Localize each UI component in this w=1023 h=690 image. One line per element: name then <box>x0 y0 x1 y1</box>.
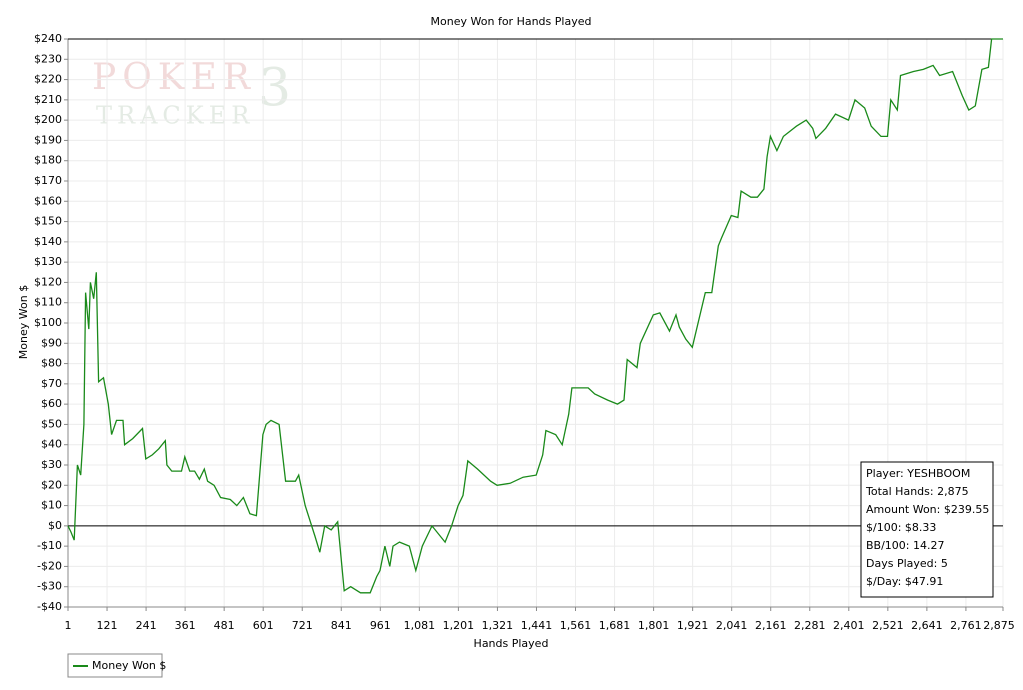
y-tick-label: $120 <box>34 275 62 288</box>
y-tick-label: $40 <box>41 438 62 451</box>
x-tick-label: 1 <box>65 619 72 632</box>
x-tick-label: 2,401 <box>833 619 865 632</box>
watermark: POKER <box>92 57 256 98</box>
x-tick-label: 2,521 <box>872 619 904 632</box>
chart-title: Money Won for Hands Played <box>431 15 592 28</box>
legend-box <box>67 653 163 678</box>
x-tick-label: 961 <box>370 619 391 632</box>
x-tick-label: 2,875 <box>983 619 1015 632</box>
stats-line: Amount Won: $239.55 <box>866 503 989 516</box>
stats-line: Player: YESHBOOM <box>866 467 970 480</box>
x-tick-label: 1,081 <box>404 619 436 632</box>
y-tick-label: $130 <box>34 255 62 268</box>
y-tick-label: -$30 <box>37 580 62 593</box>
x-tick-label: 2,161 <box>755 619 787 632</box>
y-tick-label: $180 <box>34 154 62 167</box>
x-tick-label: 241 <box>136 619 157 632</box>
y-tick-label: $210 <box>34 93 62 106</box>
stats-line: BB/100: 14.27 <box>866 539 945 552</box>
x-tick-label: 1,801 <box>638 619 670 632</box>
y-tick-label: $0 <box>48 519 62 532</box>
y-tick-label: $150 <box>34 215 62 228</box>
x-tick-label: 361 <box>175 619 196 632</box>
x-tick-label: 2,041 <box>716 619 748 632</box>
y-tick-label: $220 <box>34 73 62 86</box>
x-tick-label: 2,761 <box>950 619 982 632</box>
stats-line: Days Played: 5 <box>866 557 948 570</box>
y-axis-title: Money Won $ <box>17 285 30 359</box>
y-tick-label: $60 <box>41 397 62 410</box>
watermark: TRACKER <box>96 102 254 130</box>
x-tick-label: 121 <box>97 619 118 632</box>
legend-label: Money Won $ <box>92 659 166 672</box>
y-tick-label: $10 <box>41 499 62 512</box>
x-tick-label: 1,321 <box>482 619 514 632</box>
y-tick-label: $230 <box>34 52 62 65</box>
y-tick-label: -$10 <box>37 539 62 552</box>
y-tick-label: $200 <box>34 113 62 126</box>
y-tick-label: -$20 <box>37 559 62 572</box>
y-tick-label: $190 <box>34 133 62 146</box>
x-axis-title: Hands Played <box>474 637 549 650</box>
stats-box <box>860 461 994 598</box>
y-tick-label: $240 <box>34 32 62 45</box>
y-tick-label: -$40 <box>37 600 62 613</box>
data-line <box>67 38 1003 594</box>
y-tick-label: $100 <box>34 316 62 329</box>
y-tick-label: $90 <box>41 336 62 349</box>
y-tick-label: $80 <box>41 357 62 370</box>
x-tick-label: 1,441 <box>521 619 553 632</box>
x-tick-label: 721 <box>292 619 313 632</box>
x-tick-label: 481 <box>214 619 235 632</box>
x-tick-label: 1,681 <box>599 619 631 632</box>
x-tick-label: 1,561 <box>560 619 592 632</box>
x-tick-label: 2,641 <box>911 619 943 632</box>
stats-line: $/100: $8.33 <box>866 521 936 534</box>
x-tick-label: 601 <box>253 619 274 632</box>
y-tick-label: $140 <box>34 235 62 248</box>
x-tick-label: 2,281 <box>794 619 826 632</box>
y-tick-label: $20 <box>41 478 62 491</box>
y-tick-label: $30 <box>41 458 62 471</box>
y-tick-label: $110 <box>34 296 62 309</box>
y-tick-label: $70 <box>41 377 62 390</box>
x-tick-label: 1,201 <box>443 619 475 632</box>
y-tick-label: $50 <box>41 417 62 430</box>
x-tick-label: 1,921 <box>677 619 709 632</box>
y-tick-label: $160 <box>34 194 62 207</box>
stats-line: $/Day: $47.91 <box>866 575 943 588</box>
x-tick-label: 841 <box>331 619 352 632</box>
y-tick-label: $170 <box>34 174 62 187</box>
stats-line: Total Hands: 2,875 <box>865 485 969 498</box>
